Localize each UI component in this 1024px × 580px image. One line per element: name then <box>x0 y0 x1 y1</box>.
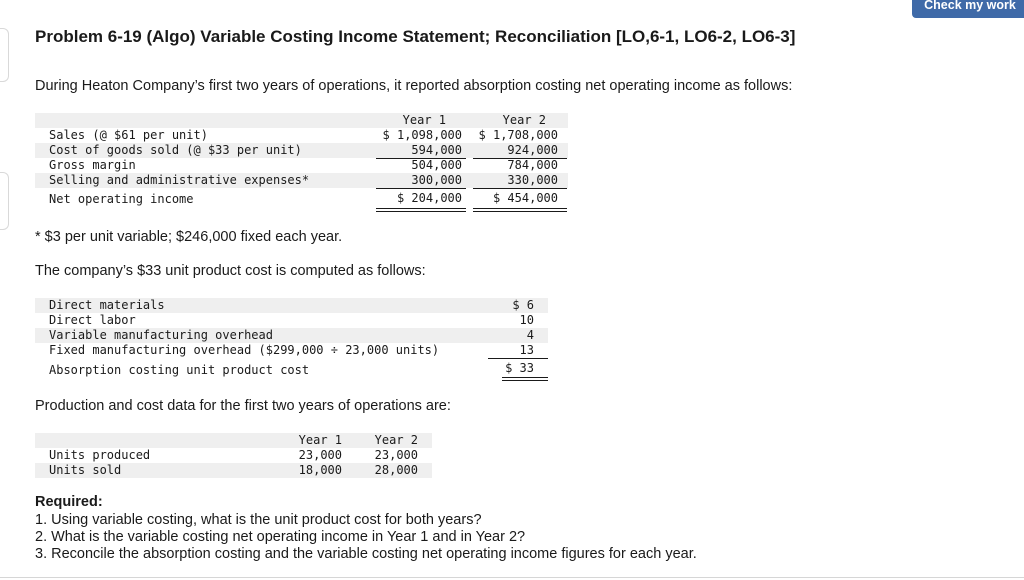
problem-title: Problem 6-19 (Algo) Variable Costing Inc… <box>35 27 796 46</box>
income-table-row-shade <box>35 173 568 188</box>
cogs-underline-year-1 <box>376 158 466 159</box>
row-label-absorption-unit-cost: Absorption costing unit product cost <box>49 363 310 377</box>
units-sold-year-1: 18,000 <box>298 463 342 477</box>
column-header-year-1: Year 1 <box>402 113 446 127</box>
row-label-selling-admin: Selling and administrative expenses* <box>49 173 310 187</box>
units-produced-year-2: 23,000 <box>374 448 418 462</box>
production-intro: Production and cost data for the first t… <box>35 398 451 414</box>
row-label-variable-overhead: Variable manufacturing overhead <box>49 328 273 342</box>
selling-admin-underline-year-1 <box>376 188 466 189</box>
row-label-units-sold: Units sold <box>49 463 122 477</box>
unit-cost-row-shade <box>35 298 548 313</box>
bottom-divider <box>0 577 1024 578</box>
variable-overhead-value: 4 <box>526 328 534 342</box>
required-item-1: 1. Using variable costing, what is the u… <box>35 512 482 528</box>
sales-year-2: $ 1,708,000 <box>478 128 558 142</box>
row-label-sales: Sales (@ $61 per unit) <box>49 128 208 142</box>
production-header-year-1: Year 1 <box>298 433 342 447</box>
required-heading: Required: <box>35 494 103 510</box>
row-label-direct-labor: Direct labor <box>49 313 136 327</box>
row-label-fixed-overhead: Fixed manufacturing overhead ($299,000 ÷… <box>49 343 440 357</box>
net-operating-income-year-2: $ 454,000 <box>492 191 558 205</box>
gross-margin-year-2: 784,000 <box>507 158 558 172</box>
column-header-year-2: Year 2 <box>502 113 546 127</box>
production-header-shade <box>35 433 432 448</box>
row-label-net-operating-income: Net operating income <box>49 192 194 206</box>
required-item-2: 2. What is the variable costing net oper… <box>35 529 526 545</box>
cogs-underline-year-2 <box>473 158 567 159</box>
left-panel-tab-top <box>0 28 9 82</box>
selling-admin-year-2: 330,000 <box>507 173 558 187</box>
fixed-overhead-underline <box>488 358 548 359</box>
row-label-direct-materials: Direct materials <box>49 298 165 312</box>
row-label-units-produced: Units produced <box>49 448 151 462</box>
net-income-double-rule-year-2-a <box>473 208 567 209</box>
selling-admin-underline-year-2 <box>473 188 567 189</box>
cogs-year-1: 594,000 <box>411 143 462 157</box>
intro-text: During Heaton Company’s first two years … <box>35 78 793 94</box>
row-label-cogs: Cost of goods sold (@ $33 per unit) <box>49 143 302 157</box>
left-panel-tab-middle <box>0 172 9 230</box>
units-produced-year-1: 23,000 <box>298 448 342 462</box>
unit-cost-row-shade <box>35 328 548 343</box>
production-header-year-2: Year 2 <box>374 433 418 447</box>
absorption-unit-cost-value: $ 33 <box>505 361 534 375</box>
sales-year-1: $ 1,098,000 <box>382 128 462 142</box>
check-my-work-button[interactable]: Check my work <box>912 0 1024 18</box>
cogs-year-2: 924,000 <box>507 143 558 157</box>
fixed-overhead-value: 13 <box>519 343 534 357</box>
direct-materials-value: $ 6 <box>512 298 534 312</box>
income-table-row-shade <box>35 143 568 158</box>
required-item-3: 3. Reconcile the absorption costing and … <box>35 546 697 562</box>
selling-admin-year-1: 300,000 <box>411 173 462 187</box>
unit-cost-intro: The company’s $33 unit product cost is c… <box>35 263 426 279</box>
net-operating-income-year-1: $ 204,000 <box>396 191 462 205</box>
footnote: * $3 per unit variable; $246,000 fixed e… <box>35 229 343 245</box>
gross-margin-year-1: 504,000 <box>411 158 462 172</box>
unit-cost-double-rule-a <box>502 377 548 378</box>
direct-labor-value: 10 <box>519 313 534 327</box>
row-label-gross-margin: Gross margin <box>49 158 136 172</box>
net-income-double-rule-year-2-b <box>473 211 567 212</box>
unit-cost-double-rule-b <box>502 380 548 381</box>
production-row-shade <box>35 463 432 478</box>
income-table-header-shade <box>35 113 568 128</box>
net-income-double-rule-year-1-a <box>376 208 466 209</box>
units-sold-year-2: 28,000 <box>374 463 418 477</box>
net-income-double-rule-year-1-b <box>376 211 466 212</box>
